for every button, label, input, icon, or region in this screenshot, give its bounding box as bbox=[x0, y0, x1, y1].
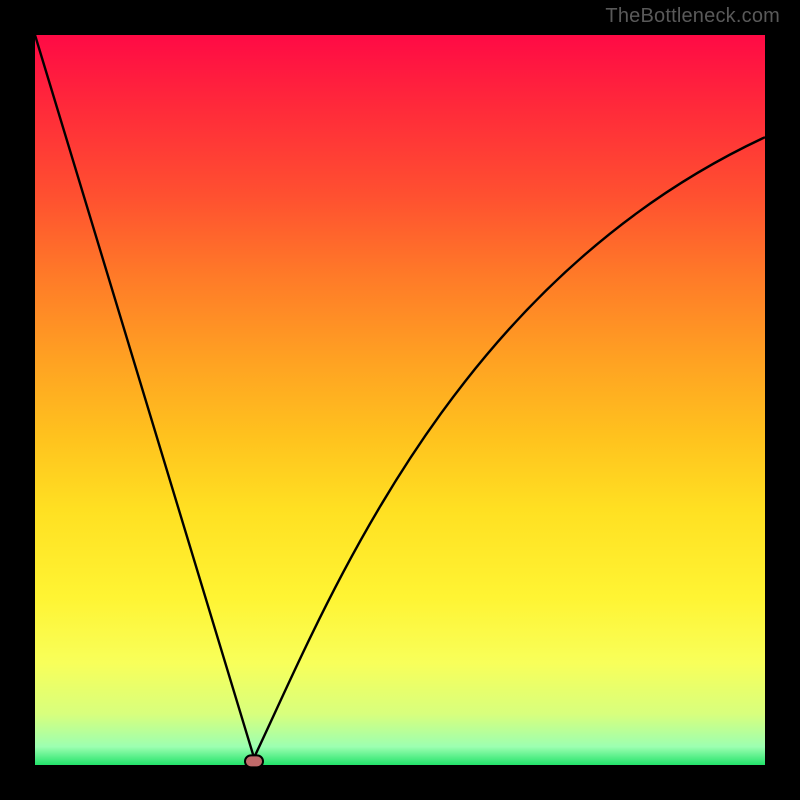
stage: TheBottleneck.com bbox=[0, 0, 800, 800]
watermark-text: TheBottleneck.com bbox=[605, 5, 780, 28]
bottleneck-curve bbox=[35, 35, 765, 758]
min-marker bbox=[245, 755, 263, 767]
curve-layer bbox=[0, 0, 800, 800]
